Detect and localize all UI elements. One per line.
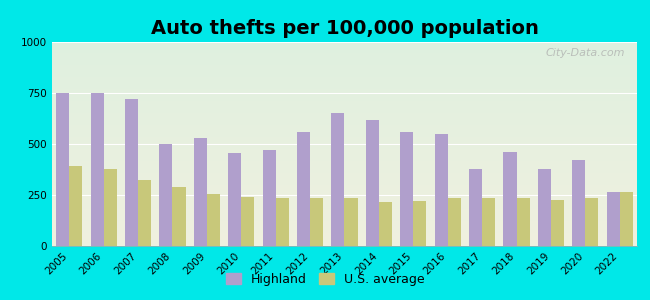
Bar	[125, 99, 138, 246]
Bar	[194, 138, 207, 246]
Bar	[276, 198, 289, 246]
Bar	[69, 167, 83, 246]
Bar	[606, 192, 620, 246]
Bar	[482, 198, 495, 246]
Bar	[297, 132, 310, 246]
Bar	[504, 152, 517, 246]
Bar	[517, 198, 530, 246]
Bar	[310, 198, 323, 246]
Bar	[90, 93, 103, 246]
Bar	[241, 197, 254, 246]
Bar	[379, 202, 392, 246]
Bar	[448, 198, 461, 246]
Bar	[56, 93, 69, 246]
Bar	[228, 153, 241, 246]
Bar	[159, 144, 172, 246]
Bar	[172, 187, 185, 246]
Bar	[207, 194, 220, 246]
Bar	[620, 192, 633, 246]
Text: City-Data.com: City-Data.com	[546, 48, 625, 58]
Bar	[400, 132, 413, 246]
Bar	[413, 201, 426, 246]
Bar	[263, 150, 276, 246]
Legend: Highland, U.S. average: Highland, U.S. average	[220, 268, 430, 291]
Bar	[572, 160, 586, 246]
Bar	[551, 200, 564, 246]
Bar	[138, 180, 151, 246]
Bar	[435, 134, 448, 246]
Title: Auto thefts per 100,000 population: Auto thefts per 100,000 population	[151, 19, 538, 38]
Bar	[586, 198, 599, 246]
Bar	[366, 119, 379, 246]
Bar	[538, 169, 551, 246]
Bar	[332, 113, 344, 246]
Bar	[469, 169, 482, 246]
Bar	[103, 169, 117, 246]
Bar	[344, 198, 358, 246]
